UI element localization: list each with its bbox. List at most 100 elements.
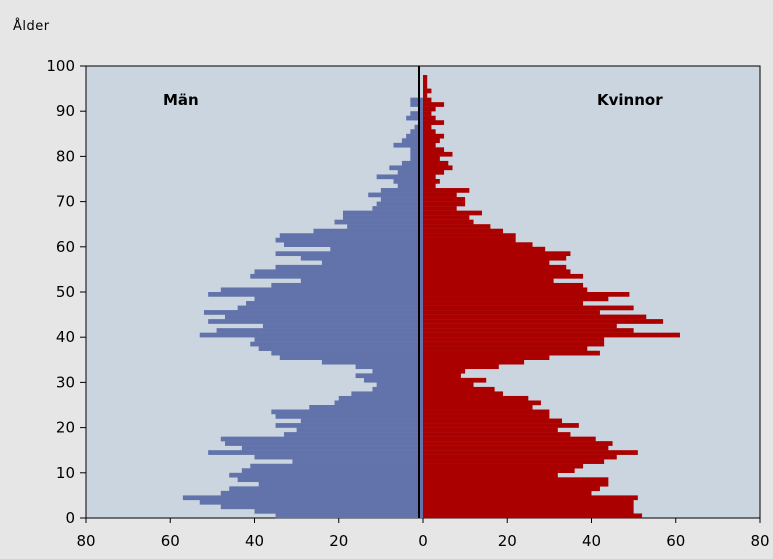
series-label-man: Män: [163, 91, 199, 109]
bar-man-age-62: [279, 233, 423, 238]
bar-kvinnor-age-10: [423, 468, 575, 473]
bar-man-age-60: [283, 242, 423, 247]
bar-man-age-26: [338, 395, 423, 401]
bar-man-age-36: [271, 350, 423, 356]
bar-man-age-13: [254, 454, 423, 460]
bar-man-age-17: [220, 436, 423, 442]
bar-kvinnor-age-97: [423, 75, 428, 80]
bar-kvinnor-age-96: [423, 79, 428, 85]
bar-kvinnor-age-0: [423, 513, 643, 519]
bar-man-age-39: [254, 337, 423, 342]
bar-kvinnor-age-21: [423, 418, 563, 424]
bar-man-age-31: [355, 373, 423, 379]
bar-kvinnor-age-77: [423, 165, 453, 171]
bar-kvinnor-age-33: [423, 364, 499, 370]
bar-kvinnor-age-24: [423, 405, 533, 410]
bar-kvinnor-age-27: [423, 391, 504, 397]
bar-kvinnor-age-51: [423, 282, 584, 288]
bar-man-age-33: [355, 364, 423, 370]
bar-kvinnor-age-91: [423, 102, 445, 107]
bar-kvinnor-age-5: [423, 490, 592, 496]
bar-man-age-3: [199, 499, 423, 505]
bar-man-age-4: [182, 495, 423, 501]
x-tick-label: 40: [582, 532, 601, 550]
bar-kvinnor-age-68: [423, 206, 457, 211]
series-man-bars: [182, 97, 423, 519]
bar-man-age-82: [393, 142, 423, 148]
bar-kvinnor-age-58: [423, 251, 571, 257]
bar-kvinnor-age-57: [423, 255, 567, 261]
bar-kvinnor-age-42: [423, 323, 617, 329]
bar-kvinnor-age-6: [423, 486, 600, 492]
bar-kvinnor-age-80: [423, 151, 453, 157]
bar-man-age-38: [250, 341, 423, 347]
bar-kvinnor-age-46: [423, 305, 634, 311]
bar-kvinnor-age-54: [423, 269, 571, 275]
bar-kvinnor-age-86: [423, 124, 432, 130]
bar-kvinnor-age-90: [423, 106, 436, 112]
bar-man-age-2: [220, 504, 423, 510]
bar-kvinnor-age-72: [423, 188, 470, 193]
bar-man-age-55: [275, 264, 423, 270]
bar-kvinnor-age-70: [423, 197, 466, 202]
bar-man-age-27: [351, 391, 423, 397]
bar-kvinnor-age-67: [423, 210, 482, 216]
bar-kvinnor-age-8: [423, 477, 609, 483]
bar-man-age-15: [241, 445, 423, 451]
bar-kvinnor-age-25: [423, 400, 541, 406]
bar-kvinnor-age-69: [423, 201, 466, 207]
bar-kvinnor-age-15: [423, 445, 609, 451]
x-tick-label: 60: [666, 532, 685, 550]
bar-kvinnor-age-20: [423, 423, 579, 428]
bar-man-age-43: [208, 319, 423, 324]
y-tick-label: 40: [56, 328, 75, 346]
bar-man-age-88: [406, 115, 423, 121]
bar-kvinnor-age-41: [423, 328, 634, 333]
bar-kvinnor-age-88: [423, 115, 436, 121]
bar-kvinnor-age-63: [423, 228, 504, 234]
bar-kvinnor-age-12: [423, 459, 605, 464]
bar-man-age-90: [418, 106, 423, 112]
bar-kvinnor-age-38: [423, 341, 605, 347]
y-tick-label: 100: [46, 57, 75, 75]
bar-kvinnor-age-62: [423, 233, 516, 238]
bar-kvinnor-age-26: [423, 395, 529, 401]
x-tick-label: 20: [329, 532, 348, 550]
bar-kvinnor-age-1: [423, 508, 634, 514]
bar-man-age-40: [199, 332, 423, 338]
bar-kvinnor-age-71: [423, 192, 457, 198]
y-tick-label: 0: [65, 509, 75, 527]
bar-man-age-57: [300, 255, 423, 261]
bar-man-age-12: [292, 459, 423, 464]
bar-kvinnor-age-60: [423, 242, 533, 247]
bar-man-age-48: [254, 296, 423, 302]
bar-kvinnor-age-64: [423, 224, 491, 229]
bar-man-age-46: [237, 305, 423, 311]
bar-man-age-59: [330, 246, 423, 252]
bar-man-age-92: [410, 97, 423, 103]
bar-kvinnor-age-55: [423, 264, 567, 270]
bar-kvinnor-age-14: [423, 450, 638, 455]
bar-kvinnor-age-49: [423, 292, 630, 297]
bar-kvinnor-age-23: [423, 409, 550, 415]
bar-man-age-83: [401, 138, 423, 144]
bar-man-age-64: [347, 224, 423, 229]
bar-kvinnor-age-17: [423, 436, 596, 442]
bar-kvinnor-age-59: [423, 246, 546, 252]
bar-kvinnor-age-87: [423, 120, 445, 125]
bar-man-age-23: [271, 409, 423, 415]
bar-kvinnor-age-94: [423, 88, 432, 94]
bar-man-age-34: [321, 359, 423, 365]
bar-kvinnor-age-30: [423, 377, 487, 383]
bar-kvinnor-age-28: [423, 386, 495, 392]
bar-man-age-65: [334, 219, 423, 225]
series-label-kvinnor: Kvinnor: [597, 91, 663, 109]
bar-kvinnor-age-79: [423, 156, 440, 162]
bar-kvinnor-age-9: [423, 472, 558, 478]
bar-kvinnor-age-13: [423, 454, 617, 460]
bar-man-age-58: [275, 251, 423, 257]
bar-kvinnor-age-93: [423, 93, 428, 98]
bar-man-age-73: [397, 183, 423, 189]
bar-kvinnor-age-29: [423, 382, 474, 388]
bar-kvinnor-age-19: [423, 427, 558, 433]
